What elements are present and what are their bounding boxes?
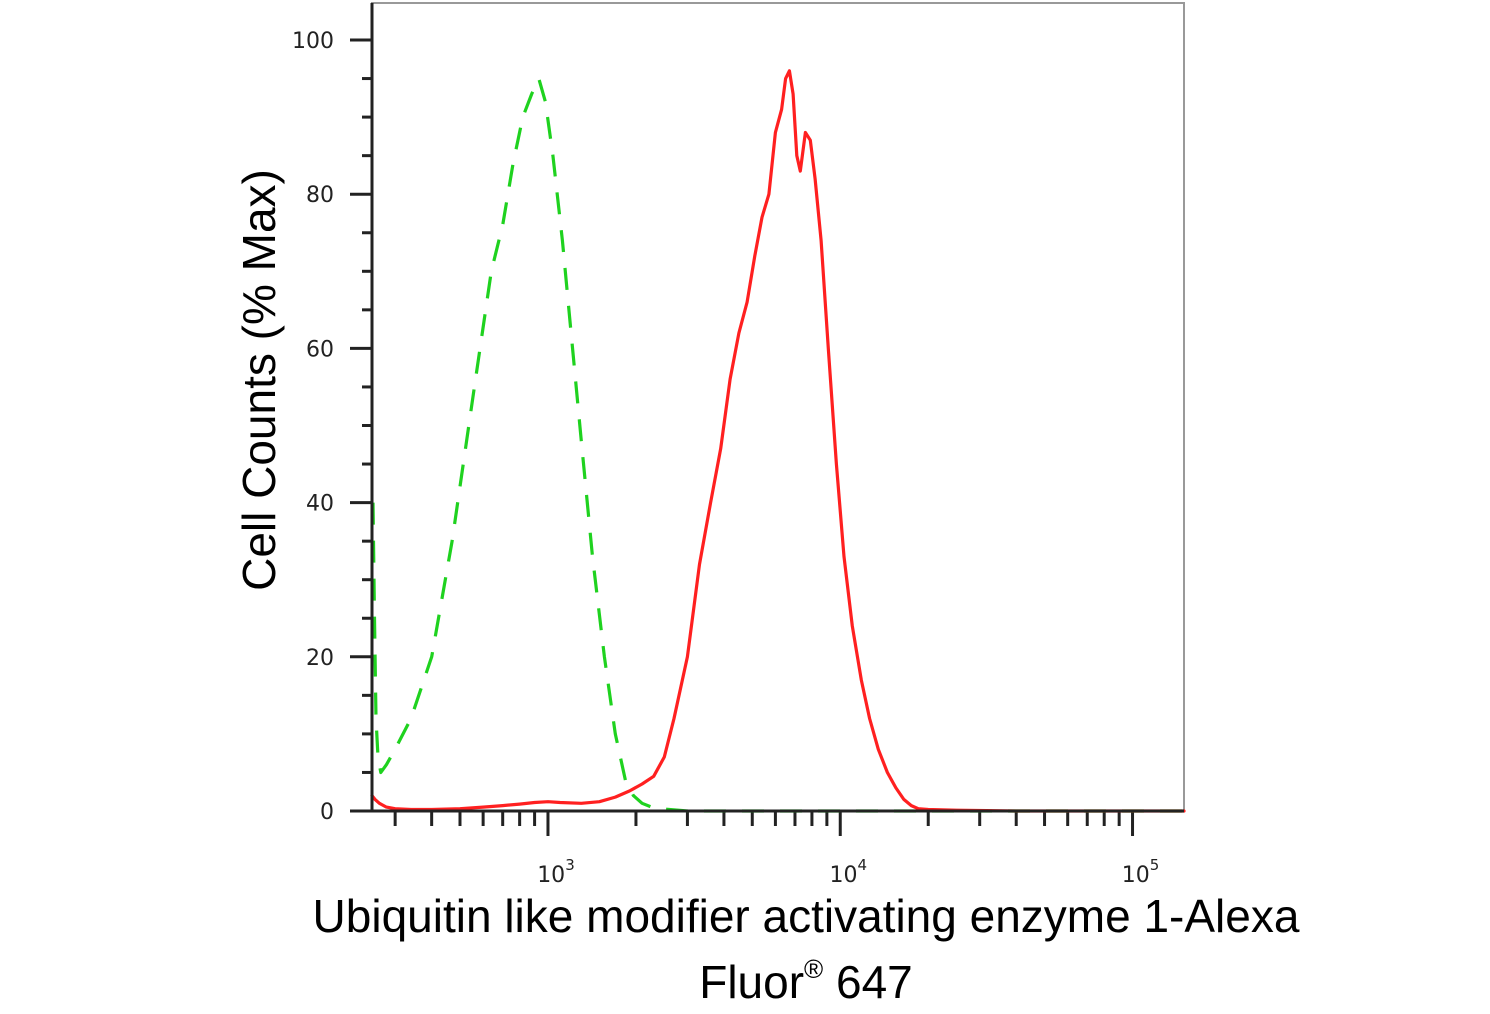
y-tick-label: 20 xyxy=(306,646,334,671)
x-axis-title-line2: Fluor® 647 xyxy=(699,954,913,1008)
y-tick-label: 80 xyxy=(306,183,334,208)
x-axis-title-line1: Ubiquitin like modifier activating enzym… xyxy=(313,890,1300,942)
y-tick-label: 100 xyxy=(292,29,334,54)
y-axis-title: Cell Counts (% Max) xyxy=(233,169,285,591)
y-tick-label: 40 xyxy=(306,492,334,517)
x-tick-label: 104 xyxy=(829,856,867,888)
x-tick-label: 105 xyxy=(1122,856,1160,888)
x-tick-label: 103 xyxy=(537,856,575,888)
y-tick-label: 0 xyxy=(320,800,334,825)
series-line-2 xyxy=(370,69,1186,813)
plot-frame xyxy=(371,2,1185,812)
y-axis: 0 20 40 60 80 100 xyxy=(292,29,372,825)
y-tick-label: 60 xyxy=(306,337,334,362)
x-axis: 103 104 105 xyxy=(393,811,1160,888)
